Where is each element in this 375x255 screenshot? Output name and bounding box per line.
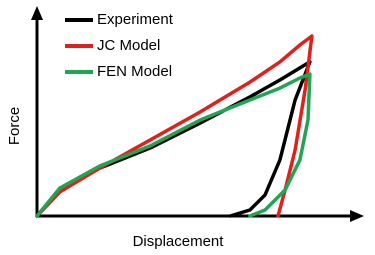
y-axis-arrow (31, 6, 43, 20)
legend-label: FEN Model (97, 63, 172, 80)
legend-label: Experiment (97, 11, 174, 28)
x-axis-label: Displacement (133, 233, 225, 250)
y-axis-label: Force (6, 107, 23, 145)
series-line (35, 34, 314, 218)
legend-label: JC Model (97, 37, 160, 54)
series-line (35, 60, 312, 218)
series-line (35, 72, 312, 218)
x-axis-arrow (350, 210, 364, 222)
